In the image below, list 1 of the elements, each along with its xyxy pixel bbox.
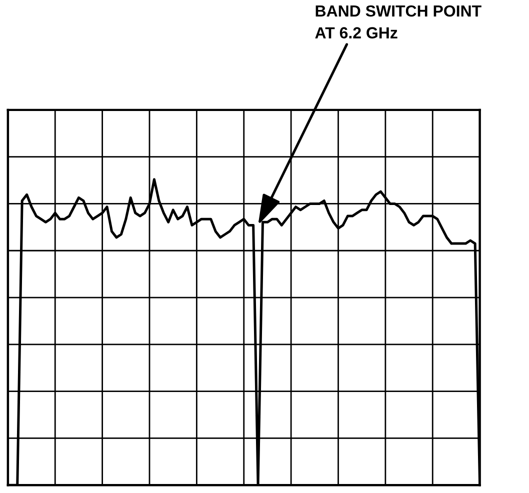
text: BAND SWITCH POINT AT 6.2 GHz	[315, 5, 482, 38]
